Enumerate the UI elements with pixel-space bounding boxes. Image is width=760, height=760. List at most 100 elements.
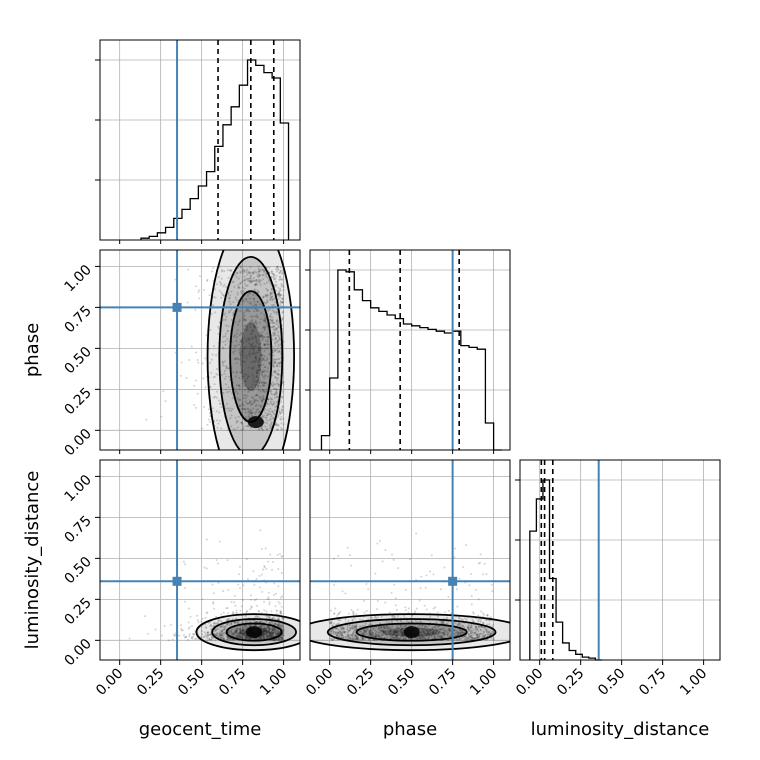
sample-point — [339, 610, 342, 613]
sample-point — [246, 294, 249, 297]
sample-point — [190, 345, 193, 348]
sample-point — [442, 632, 445, 635]
sample-point — [430, 633, 433, 636]
sample-point — [263, 636, 266, 639]
sample-point — [421, 625, 424, 628]
sample-point — [256, 372, 259, 375]
sample-point — [260, 624, 263, 627]
sample-point — [264, 293, 267, 296]
sample-point — [274, 405, 277, 408]
sample-point — [263, 327, 266, 330]
sample-point — [275, 389, 278, 392]
sample-point — [242, 268, 245, 271]
sample-point — [279, 622, 282, 625]
sample-point — [242, 397, 245, 400]
sample-point — [233, 347, 236, 350]
sample-point — [457, 624, 460, 627]
sample-point — [203, 405, 206, 408]
sample-point — [277, 268, 280, 271]
sample-point — [392, 632, 395, 635]
sample-point — [492, 631, 495, 634]
sample-point — [480, 625, 483, 628]
sample-point — [252, 367, 255, 370]
sample-point — [273, 639, 276, 642]
sample-point — [243, 384, 246, 387]
sample-point — [281, 634, 284, 637]
sample-point — [474, 637, 477, 640]
sample-point — [267, 412, 270, 415]
sample-point — [240, 633, 243, 636]
sample-point — [238, 634, 241, 637]
sample-point — [258, 360, 261, 363]
sample-point — [276, 311, 279, 314]
sample-point — [256, 369, 259, 372]
sample-point — [276, 429, 279, 432]
sample-point — [259, 268, 262, 271]
sample-point — [355, 628, 358, 631]
sample-point — [273, 638, 276, 641]
sample-point — [276, 630, 279, 633]
sample-point — [470, 638, 473, 641]
sample-point — [256, 301, 259, 304]
sample-point — [223, 627, 226, 630]
sample-point — [330, 620, 333, 623]
sample-point — [255, 620, 258, 623]
sample-point — [275, 289, 278, 292]
sample-point — [329, 621, 332, 624]
sample-point — [446, 616, 449, 619]
sample-point — [216, 634, 219, 637]
sample-point — [236, 397, 239, 400]
sample-point — [415, 637, 418, 640]
sample-point — [477, 625, 480, 628]
y-axis-label-luminosity_distance: luminosity_distance — [22, 471, 43, 650]
sample-point — [360, 633, 363, 636]
sample-point — [486, 614, 489, 617]
sample-point — [396, 631, 399, 634]
sample-point — [212, 602, 215, 605]
sample-point — [258, 346, 261, 349]
sample-point — [226, 606, 229, 609]
sample-point — [253, 279, 256, 282]
sample-point — [279, 269, 282, 272]
sample-point — [280, 283, 283, 286]
sample-point — [238, 629, 241, 632]
sample-point — [273, 638, 276, 641]
sample-point — [239, 332, 242, 335]
sample-point — [241, 402, 244, 405]
sample-point — [254, 321, 257, 324]
sample-point — [262, 633, 265, 636]
sample-point — [255, 393, 258, 396]
sample-point — [482, 631, 485, 634]
sample-point — [229, 639, 232, 642]
sample-point — [265, 635, 268, 638]
panel-frame — [519, 459, 721, 661]
sample-point — [268, 621, 271, 624]
sample-point — [252, 351, 255, 354]
sample-point — [264, 408, 267, 411]
sample-point — [476, 635, 479, 638]
sample-point — [424, 625, 427, 628]
sample-point — [212, 601, 215, 604]
sample-point — [228, 409, 231, 412]
sample-point — [206, 639, 209, 642]
sample-point — [280, 638, 283, 641]
sample-point — [335, 627, 338, 630]
sample-point — [272, 631, 275, 634]
sample-point — [247, 408, 250, 411]
sample-point — [271, 616, 274, 619]
sample-point — [237, 286, 240, 289]
sample-point — [274, 622, 277, 625]
sample-point — [388, 625, 391, 628]
sample-point — [274, 328, 277, 331]
sample-point — [243, 373, 246, 376]
sample-point — [260, 635, 263, 638]
sample-point — [236, 627, 239, 630]
sample-point — [351, 636, 354, 639]
sample-point — [255, 282, 258, 285]
sample-point — [393, 615, 396, 618]
sample-point — [240, 291, 243, 294]
sample-point — [217, 622, 220, 625]
sample-point — [270, 296, 273, 299]
sample-point — [254, 404, 257, 407]
sample-point — [344, 636, 347, 639]
